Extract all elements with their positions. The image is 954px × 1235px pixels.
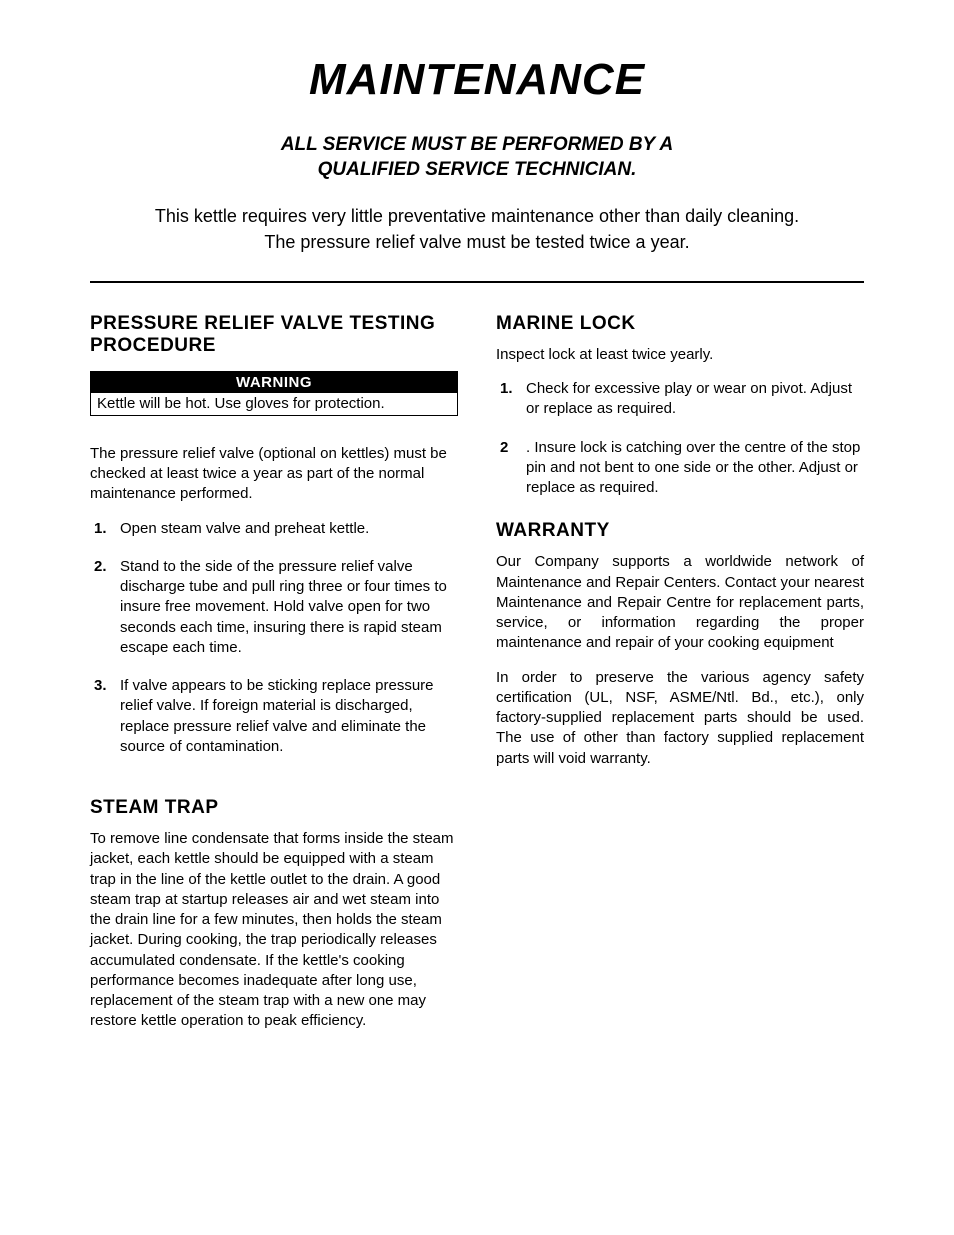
- content-columns: PRESSURE RELIEF VALVE TESTING PROCEDURE …: [90, 313, 864, 1046]
- warning-body: Kettle will be hot. Use gloves for prote…: [91, 393, 457, 415]
- list-item: 2. Insure lock is catching over the cent…: [496, 438, 864, 499]
- marine-heading: MARINE LOCK: [496, 313, 864, 335]
- warning-box: WARNING Kettle will be hot. Use gloves f…: [90, 371, 458, 416]
- warranty-p2: In order to preserve the various agency …: [496, 668, 864, 769]
- subtitle-line: ALL SERVICE MUST BE PERFORMED BY A: [90, 133, 864, 158]
- page-title: MAINTENANCE: [90, 55, 864, 105]
- step-text: If valve appears to be sticking replace …: [120, 677, 434, 755]
- step-number: 3.: [94, 676, 107, 696]
- pressure-intro: The pressure relief valve (optional on k…: [90, 444, 458, 505]
- list-item: 3. If valve appears to be sticking replac…: [90, 676, 458, 757]
- step-text: Stand to the side of the pressure relief…: [120, 558, 447, 656]
- intro-line: The pressure relief valve must be tested…: [90, 230, 864, 255]
- step-number: 2: [500, 438, 508, 458]
- list-item: 1. Check for excessive play or wear on pi…: [496, 379, 864, 420]
- pressure-steps: 1. Open steam valve and preheat kettle. 2…: [90, 519, 458, 758]
- right-column: MARINE LOCK Inspect lock at least twice …: [496, 313, 864, 1046]
- warning-header: WARNING: [91, 372, 457, 393]
- step-text: Open steam valve and preheat kettle.: [120, 520, 369, 537]
- pressure-heading: PRESSURE RELIEF VALVE TESTING PROCEDURE: [90, 313, 458, 357]
- step-text: Insure lock is catching over the centre …: [526, 439, 860, 497]
- warranty-p1: Our Company supports a worldwide network…: [496, 552, 864, 653]
- marine-intro: Inspect lock at least twice yearly.: [496, 345, 864, 365]
- subtitle-line: QUALIFIED SERVICE TECHNICIAN.: [90, 158, 864, 183]
- list-item: 2. Stand to the side of the pressure reli…: [90, 557, 458, 658]
- step-text: Check for excessive play or wear on pivo…: [526, 380, 852, 417]
- steam-heading: STEAM TRAP: [90, 797, 458, 819]
- list-item: 1. Open steam valve and preheat kettle.: [90, 519, 458, 539]
- step-number: 1.: [94, 519, 107, 539]
- divider: [90, 281, 864, 283]
- warranty-heading: WARRANTY: [496, 520, 864, 542]
- step-number: 2.: [94, 557, 107, 577]
- intro-line: This kettle requires very little prevent…: [90, 204, 864, 229]
- marine-steps: 1. Check for excessive play or wear on pi…: [496, 379, 864, 498]
- subtitle: ALL SERVICE MUST BE PERFORMED BY A QUALI…: [90, 133, 864, 182]
- step-number: 1.: [500, 379, 513, 399]
- left-column: PRESSURE RELIEF VALVE TESTING PROCEDURE …: [90, 313, 458, 1046]
- steam-body: To remove line condensate that forms ins…: [90, 829, 458, 1032]
- intro-text: This kettle requires very little prevent…: [90, 204, 864, 254]
